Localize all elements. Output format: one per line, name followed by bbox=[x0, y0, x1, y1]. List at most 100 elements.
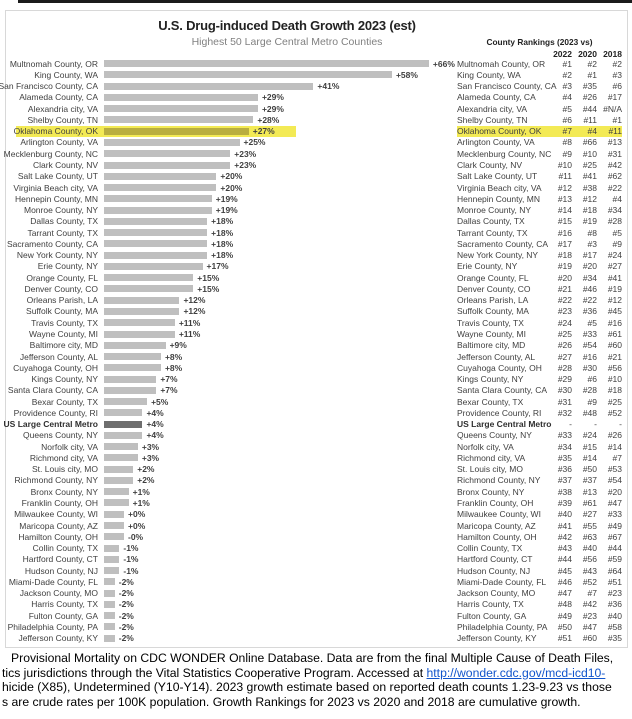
rank-cell: #25 bbox=[557, 329, 572, 339]
value-label: +15% bbox=[197, 272, 220, 283]
value-label: -0% bbox=[128, 531, 144, 542]
rank-cell: #1 bbox=[587, 69, 597, 80]
rank-cell: #36 bbox=[582, 306, 597, 317]
bar bbox=[104, 578, 115, 586]
county-label: Cuyahoga County, OH bbox=[6, 363, 98, 373]
rank-row: Multnomah County, OR #1 #2 #2 bbox=[457, 58, 622, 69]
county-label-text: Orange County, FL bbox=[26, 272, 98, 283]
bar bbox=[104, 510, 124, 518]
county-label: Alexandria city, VA bbox=[6, 104, 98, 114]
rank-cell: #49 bbox=[557, 610, 572, 621]
rank-row: Miami-Dade County, FL #46 #52 #51 bbox=[457, 576, 622, 587]
bar-row: Clark County, NV +23% bbox=[6, 159, 456, 170]
rank-cell: #33 bbox=[607, 509, 622, 520]
rank-county: Cuyahoga County, OH bbox=[457, 362, 542, 373]
county-label: Jefferson County, KY bbox=[6, 633, 98, 643]
bar bbox=[104, 499, 129, 507]
bar bbox=[104, 127, 249, 135]
rank-cell: #56 bbox=[582, 554, 597, 565]
rank-row: US Large Central Metro - - - bbox=[457, 419, 622, 430]
rank-cell: #5 bbox=[612, 227, 622, 238]
rank-cell: #2 bbox=[562, 69, 572, 80]
value-label: +41% bbox=[317, 81, 340, 92]
county-label-text: Travis County, TX bbox=[31, 317, 98, 328]
county-label-text: Salt Lake County, UT bbox=[17, 171, 98, 182]
county-label-text: Fulton County, GA bbox=[28, 610, 98, 621]
rank-cell: #14 bbox=[582, 452, 597, 463]
value-label: -2% bbox=[118, 610, 134, 621]
rank-row: Jefferson County, AL #27 #16 #21 bbox=[457, 351, 622, 362]
rank-cell: #67 bbox=[607, 531, 622, 542]
county-label: Bronx County, NY bbox=[6, 487, 98, 497]
rank-county: Suffolk County, MA bbox=[457, 306, 529, 317]
rank-cell: #26 bbox=[557, 340, 572, 351]
rank-row: Suffolk County, MA #23 #36 #45 bbox=[457, 306, 622, 317]
county-label-text: Sacramento County, CA bbox=[6, 238, 98, 249]
bar bbox=[104, 229, 208, 237]
rank-cell: #44 bbox=[582, 103, 597, 114]
rank-county: Baltimore city, MD bbox=[457, 340, 526, 351]
bar-row: St. Louis city, MO +2% bbox=[6, 464, 456, 475]
rank-row: Franklin County, OH #39 #61 #47 bbox=[457, 497, 622, 508]
rank-rows: Multnomah County, OR #1 #2 #2 King County, W… bbox=[457, 58, 622, 644]
bar bbox=[104, 240, 208, 248]
value-label: +15% bbox=[197, 283, 220, 294]
rank-cell: #64 bbox=[607, 565, 622, 576]
value-label: -1% bbox=[123, 543, 139, 554]
rank-cell: #53 bbox=[607, 464, 622, 475]
rank-county: Clark County, NV bbox=[457, 160, 523, 171]
rank-cell: #27 bbox=[582, 509, 597, 520]
rankings-column-headers: 2022 2020 2018 bbox=[457, 49, 622, 59]
county-label: Shelby County, TN bbox=[6, 115, 98, 125]
county-label: Kings County, NY bbox=[6, 374, 98, 384]
value-label: -2% bbox=[118, 621, 134, 632]
rank-cell: #61 bbox=[582, 497, 597, 508]
county-label-text: Suffolk County, MA bbox=[26, 306, 98, 317]
rank-cell: #50 bbox=[557, 621, 572, 632]
rank-cell: #9 bbox=[587, 396, 597, 407]
rank-row: Richmond County, NY #37 #37 #54 bbox=[457, 475, 622, 486]
bar-row: Queens County, NY +4% bbox=[6, 430, 456, 441]
value-label: +8% bbox=[164, 362, 183, 373]
county-label: Salt Lake County, UT bbox=[6, 171, 98, 181]
value-label: +4% bbox=[146, 419, 164, 430]
county-label-text: Norfolk city, VA bbox=[41, 441, 98, 452]
rank-county: Providence County, RI bbox=[457, 407, 542, 418]
rank-cell: #60 bbox=[582, 633, 597, 644]
rank-row: Philadelphia County, PA #50 #47 #58 bbox=[457, 621, 622, 632]
bar bbox=[104, 555, 120, 563]
value-label: +58% bbox=[395, 69, 418, 80]
rank-cell: #13 bbox=[607, 137, 622, 148]
rank-cell: #17 bbox=[582, 250, 597, 261]
rank-county: Bronx County, NY bbox=[457, 486, 525, 497]
rank-county: Multnomah County, OR bbox=[457, 58, 546, 69]
county-label-text: New York County, NY bbox=[16, 250, 98, 261]
county-label: Collin County, TX bbox=[6, 543, 98, 553]
bar-row: Maricopa County, AZ +0% bbox=[6, 520, 456, 531]
county-label: Norfolk city, VA bbox=[6, 442, 98, 452]
bar bbox=[104, 274, 194, 282]
bar bbox=[104, 71, 392, 79]
rank-row: Travis County, TX #24 #5 #16 bbox=[457, 317, 622, 328]
bar-row: Mecklenburg County, NC +23% bbox=[4, 148, 456, 159]
rankings-col-2018: 2018 bbox=[603, 49, 622, 59]
chart-title: U.S. Drug-induced Death Growth 2023 (est… bbox=[158, 18, 416, 33]
county-label-text: Philadelphia County, PA bbox=[7, 621, 98, 632]
rank-county: Fulton County, GA bbox=[457, 610, 527, 621]
bar bbox=[104, 454, 138, 462]
chart-subtitle: Highest 50 Large Central Metro Counties bbox=[191, 36, 383, 48]
rank-county: Dallas County, TX bbox=[457, 216, 525, 227]
rank-row: Sacramento County, CA #17 #3 #9 bbox=[457, 238, 622, 249]
bar bbox=[104, 431, 143, 439]
rank-cell: #8 bbox=[562, 137, 572, 148]
value-label: +18% bbox=[211, 238, 234, 249]
rank-cell: #51 bbox=[607, 576, 622, 587]
bar bbox=[104, 476, 134, 484]
county-label: Bexar County, TX bbox=[6, 397, 98, 407]
cdc-wonder-link[interactable]: http://wonder.cdc.gov/mcd-icd10- bbox=[426, 665, 606, 680]
county-label-text: Alameda County, CA bbox=[19, 92, 98, 103]
county-label-text: Cuyahoga County, OH bbox=[13, 362, 98, 373]
rank-cell: #49 bbox=[607, 520, 622, 531]
rank-row: Bronx County, NY #38 #13 #20 bbox=[457, 486, 622, 497]
rank-cell: #9 bbox=[612, 238, 622, 249]
